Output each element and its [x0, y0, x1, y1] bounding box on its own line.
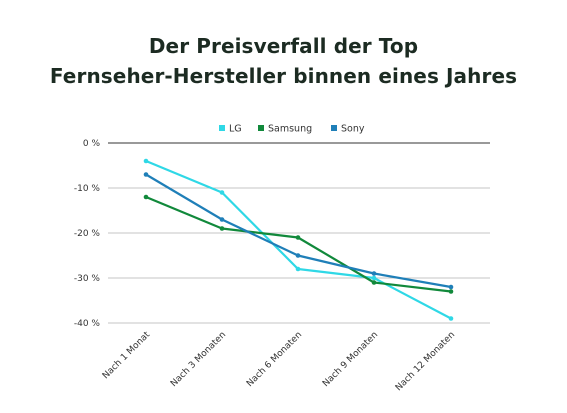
data-point-samsung	[143, 194, 149, 200]
data-point-samsung	[371, 280, 377, 285]
y-tick-label: -40 %	[74, 319, 101, 329]
data-point-lg	[143, 158, 149, 164]
chart-title-line-2: Fernseher-Hersteller binnen eines Jahres	[49, 64, 518, 88]
series-lines	[143, 158, 454, 321]
series-line-lg	[144, 159, 453, 320]
data-point-lg	[448, 316, 454, 321]
legend: LG Samsung Sony	[219, 124, 365, 135]
data-point-samsung	[219, 226, 225, 231]
legend-swatch-samsung	[258, 125, 264, 131]
legend-label-lg: LG	[229, 124, 242, 135]
data-point-lg	[219, 190, 225, 195]
y-tick-label: -10 %	[74, 184, 101, 194]
y-tick-label: 0 %	[83, 139, 101, 149]
x-tick-label: Nach 6 Monaten	[245, 330, 304, 389]
y-tick-label: -30 %	[74, 274, 101, 284]
x-tick-label: Nach 9 Monaten	[321, 330, 380, 389]
series-line-samsung	[144, 195, 453, 293]
y-tick-label: -20 %	[74, 229, 101, 239]
y-axis-ticks: 0 % -10 % -20 % -30 % -40 %	[74, 139, 101, 329]
data-point-sony	[448, 284, 454, 290]
x-tick-label: Nach 1 Monat	[101, 330, 153, 382]
x-axis-ticks: Nach 1 Monat Nach 3 Monaten Nach 6 Monaten…	[101, 330, 457, 394]
data-point-sony	[143, 172, 149, 177]
data-point-sony	[295, 253, 301, 258]
data-point-sony	[371, 271, 377, 276]
legend-swatch-lg	[219, 125, 225, 131]
legend-swatch-sony	[331, 125, 337, 131]
legend-label-samsung: Samsung	[268, 124, 312, 135]
data-point-lg	[295, 266, 301, 272]
data-point-samsung	[448, 289, 454, 294]
legend-label-sony: Sony	[341, 124, 365, 135]
data-point-lg	[371, 275, 377, 281]
x-tick-label: Nach 3 Monaten	[169, 330, 228, 389]
x-tick-label: Nach 12 Monaten	[394, 330, 457, 393]
data-point-sony	[219, 217, 225, 222]
gridlines	[108, 142, 490, 324]
chart-title-line-1: Der Preisverfall der Top	[148, 34, 419, 58]
data-point-samsung	[295, 235, 301, 240]
